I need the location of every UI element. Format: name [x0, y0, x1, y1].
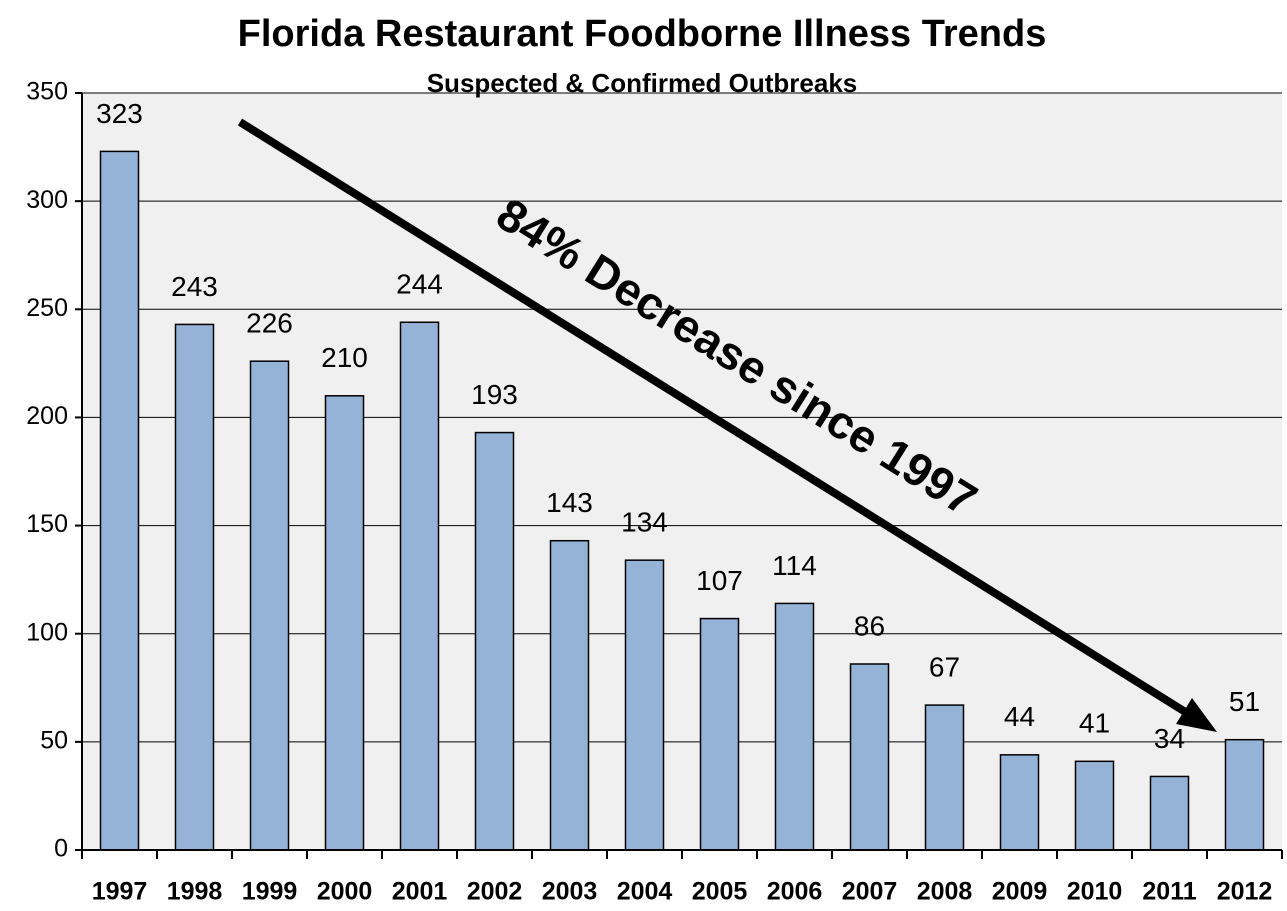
x-tick-label: 2010 [1067, 878, 1123, 906]
bar [249, 360, 290, 851]
data-label: 86 [854, 610, 885, 641]
chart-title: Florida Restaurant Foodborne Illness Tre… [238, 13, 1047, 55]
data-label: 34 [1154, 723, 1185, 754]
y-tick-label: 300 [26, 186, 68, 214]
x-tick-label: 1998 [167, 878, 223, 906]
bar [549, 539, 590, 851]
x-tick-label: 1997 [92, 878, 148, 906]
x-tick-label: 2009 [992, 878, 1048, 906]
data-label: 114 [772, 550, 817, 581]
bar [399, 321, 440, 851]
data-label: 134 [621, 507, 668, 538]
data-label: 210 [321, 342, 368, 373]
data-label: 67 [929, 651, 960, 682]
bar [624, 559, 665, 851]
data-label: 193 [471, 379, 518, 410]
x-tick-label: 2001 [392, 878, 448, 906]
data-label: 41 [1079, 708, 1110, 739]
bar [1224, 738, 1265, 851]
data-label: 244 [396, 269, 443, 300]
x-tick-label: 2004 [617, 878, 673, 906]
y-tick-label: 0 [54, 835, 68, 863]
y-tick-label: 200 [26, 402, 68, 430]
bar [849, 663, 890, 851]
x-tick-label: 2000 [317, 878, 373, 906]
bar [924, 704, 965, 851]
bar [1074, 760, 1115, 851]
x-tick-label: 2008 [917, 878, 973, 906]
bar [99, 150, 140, 851]
data-label: 143 [546, 487, 593, 518]
plot: 0 50 100 150 200 250 300 350 1997 323 1998 243 1999 2… [26, 78, 1283, 906]
y-tick-label: 250 [26, 294, 68, 322]
x-tick-label: 2012 [1217, 878, 1273, 906]
bar [1149, 775, 1190, 851]
y-tick-label: 50 [40, 726, 68, 754]
data-label: 44 [1004, 701, 1035, 732]
bar [324, 395, 365, 851]
data-label: 323 [96, 98, 143, 129]
y-tick-label: 150 [26, 510, 68, 538]
arrow-line [237, 118, 1198, 722]
x-tick-label: 2002 [467, 878, 523, 906]
data-label: 107 [696, 565, 743, 596]
data-label: 51 [1229, 686, 1260, 717]
y-tick-label: 350 [26, 78, 68, 106]
bar [474, 431, 515, 851]
bar [174, 323, 215, 851]
data-label: 226 [246, 308, 293, 339]
x-tick-label: 2006 [767, 878, 823, 906]
bar [699, 617, 740, 851]
x-tick-label: 2007 [842, 878, 898, 906]
data-label: 243 [171, 271, 218, 302]
bar [999, 754, 1040, 851]
bar [774, 602, 815, 851]
x-tick-label: 2005 [692, 878, 748, 906]
x-tick-label: 2003 [542, 878, 598, 906]
arrow-head [1176, 698, 1217, 732]
x-tick-label: 1999 [242, 878, 298, 906]
y-tick-label: 100 [26, 618, 68, 646]
x-tick-label: 2011 [1142, 878, 1196, 906]
